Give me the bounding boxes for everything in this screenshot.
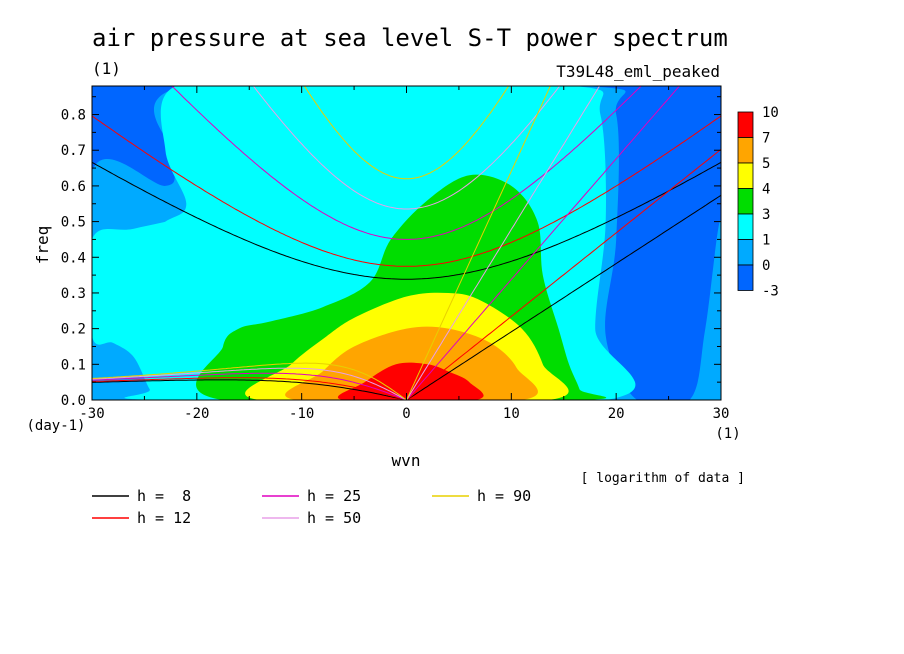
x-tick-label: 20 [608, 406, 625, 422]
y-tick-label: 0.4 [61, 250, 86, 266]
colorbar-swatch [737, 111, 754, 138]
legend-label: h = 90 [477, 487, 531, 505]
colorbar-label: -3 [762, 284, 779, 300]
contour-regions [92, 86, 721, 400]
curve-h90-rossby-n1 [92, 362, 407, 400]
colorbar-swatch [737, 213, 754, 240]
x-unit-label: (1) [715, 426, 740, 442]
colorbar-swatch [737, 239, 754, 266]
colorbar-label: 5 [762, 156, 770, 172]
y-tick-label: 0.7 [61, 143, 86, 159]
curve-h90-gravity-n1 [303, 86, 510, 180]
curve-h25-rossby-n1 [92, 372, 407, 400]
curve-h25-kelvin [406, 86, 681, 400]
y-unit-label: (day-1) [26, 418, 85, 434]
colorbar-label: 0 [762, 258, 770, 274]
y-tick-label: 0.1 [61, 357, 86, 373]
colorbar-swatch [737, 162, 754, 189]
x-tick-label: 0 [402, 406, 410, 422]
legend-label: h = 8 [137, 487, 191, 505]
x-axis-label: wvn [392, 451, 421, 470]
curve-h90-kelvin [406, 86, 551, 400]
colorbar-swatch [737, 188, 754, 215]
colorbar-swatch [737, 264, 754, 291]
legend-label: h = 25 [307, 487, 361, 505]
log-note: [ logarithm of data ] [581, 471, 745, 486]
y-tick-label: 0.6 [61, 179, 86, 195]
chart-units: (1) [92, 59, 121, 78]
colorbar-label: 4 [762, 182, 770, 198]
contour-region-7 [337, 362, 484, 400]
x-axis: -30 -20 -10 0 10 20 30 [79, 86, 729, 422]
curve-h25-gravity-n1 [171, 86, 642, 240]
colorbar-label: 7 [762, 131, 770, 147]
x-tick-label: 10 [503, 406, 520, 422]
colorbar-label: 1 [762, 233, 770, 249]
legend-label: h = 50 [307, 509, 361, 527]
legend-label: h = 12 [137, 509, 191, 527]
legend: h = 8 h = 12 h = 25 h = 50 h = 90 [92, 487, 531, 527]
colorbar-label: 3 [762, 207, 770, 223]
curve-h50-kelvin [406, 86, 601, 400]
chart-title: air pressure at sea level S-T power spec… [92, 24, 728, 52]
colorbar-label: 10 [762, 105, 779, 121]
dispersion-curves [92, 86, 721, 400]
curve-h12-kelvin [406, 148, 721, 400]
curve-h50-gravity-n1 [252, 86, 561, 210]
curve-h12-gravity-n1 [92, 115, 721, 267]
x-tick-label: -20 [184, 406, 209, 422]
curve-h50-rossby-n1 [92, 367, 407, 400]
x-tick-label: -30 [79, 406, 104, 422]
curve-h8-rossby-n1 [92, 379, 407, 400]
y-axis: 0.0 0.1 0.2 0.3 0.4 0.5 0.6 0.7 0.8 [61, 96, 721, 409]
x-tick-label: -10 [289, 406, 314, 422]
curve-h12-rossby-n1 [92, 377, 407, 400]
y-axis-label: freq [33, 226, 52, 265]
curve-h8-gravity-n1 [92, 161, 721, 280]
curve-h8-kelvin [406, 194, 721, 400]
experiment-label: T39L48_eml_peaked [556, 62, 720, 81]
y-tick-label: 0.8 [61, 108, 86, 124]
y-tick-label: 0.2 [61, 322, 86, 338]
y-tick-label: 0.0 [61, 393, 86, 409]
colorbar-swatch [737, 137, 754, 164]
y-tick-label: 0.3 [61, 286, 86, 302]
y-tick-label: 0.5 [61, 215, 86, 231]
x-tick-label: 30 [713, 406, 730, 422]
